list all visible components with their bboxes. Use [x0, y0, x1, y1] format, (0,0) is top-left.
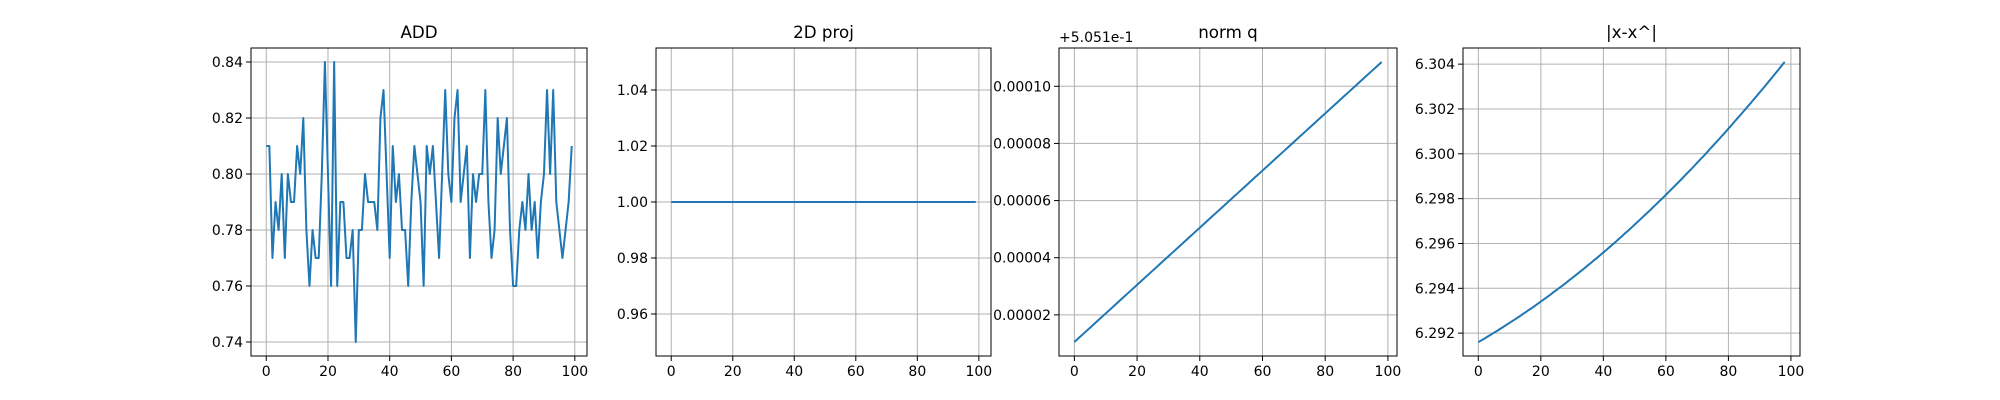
x-tick-label: 0: [262, 364, 271, 380]
y-tick-label: 6.296: [1415, 236, 1455, 252]
x-tick-label: 100: [1778, 364, 1805, 380]
y-tick-label: 0.82: [212, 111, 243, 127]
y-tick-label: 1.04: [617, 83, 648, 99]
axes-frame: [655, 47, 992, 357]
x-tick-label: 80: [908, 364, 926, 380]
y-tick-label: 0.74: [212, 335, 243, 351]
x-tick-label: 0: [667, 364, 676, 380]
chart-title: norm q: [1198, 22, 1258, 42]
x-tick-label: 40: [1191, 364, 1209, 380]
x-tick-label: 60: [1657, 364, 1675, 380]
y-tick-label: 6.298: [1415, 192, 1455, 208]
y-tick-label: 6.292: [1415, 326, 1455, 342]
chart-title: |x-x^|: [1606, 22, 1657, 42]
x-tick-label: 20: [724, 364, 742, 380]
x-tick-label: 20: [319, 364, 337, 380]
y-tick-label: 0.00010: [993, 79, 1051, 95]
y-tick-label: 0.00002: [993, 308, 1051, 324]
axes-frame: [1058, 47, 1398, 357]
x-tick-label: 0: [1474, 364, 1483, 380]
chart-title: ADD: [400, 22, 437, 42]
x-tick-label: 80: [504, 364, 522, 380]
y-tick-label: 6.300: [1415, 147, 1455, 163]
offset-text: +5.051e-1: [1059, 30, 1133, 46]
y-tick-label: 0.84: [212, 55, 243, 71]
y-tick-label: 0.98: [617, 251, 648, 267]
x-tick-label: 60: [442, 364, 460, 380]
y-tick-label: 0.00008: [993, 136, 1051, 152]
x-tick-label: 80: [1719, 364, 1737, 380]
x-tick-label: 60: [1254, 364, 1272, 380]
x-tick-label: 80: [1316, 364, 1334, 380]
chart-title: 2D proj: [793, 22, 854, 42]
y-tick-label: 1.00: [617, 195, 648, 211]
y-tick-label: 0.80: [212, 167, 243, 183]
x-tick-label: 20: [1532, 364, 1550, 380]
x-tick-label: 100: [965, 364, 992, 380]
x-tick-label: 100: [561, 364, 588, 380]
x-tick-label: 100: [1375, 364, 1402, 380]
axes-frame: [1462, 47, 1801, 357]
x-tick-label: 60: [847, 364, 865, 380]
x-tick-label: 40: [381, 364, 399, 380]
y-tick-label: 1.02: [617, 139, 648, 155]
data-line: [266, 61, 573, 343]
x-tick-label: 40: [785, 364, 803, 380]
y-tick-label: 6.294: [1415, 281, 1455, 297]
y-tick-label: 0.96: [617, 307, 648, 323]
data-line: [1477, 61, 1786, 343]
y-tick-label: 6.304: [1415, 57, 1455, 73]
y-tick-label: 0.00004: [993, 251, 1051, 267]
y-tick-label: 0.00006: [993, 194, 1051, 210]
y-tick-label: 0.76: [212, 279, 243, 295]
data-line: [1073, 61, 1383, 343]
y-tick-label: 6.302: [1415, 102, 1455, 118]
axes-frame: [250, 47, 588, 357]
x-tick-label: 0: [1070, 364, 1079, 380]
x-tick-label: 40: [1594, 364, 1612, 380]
x-tick-label: 20: [1128, 364, 1146, 380]
y-tick-label: 0.78: [212, 223, 243, 239]
